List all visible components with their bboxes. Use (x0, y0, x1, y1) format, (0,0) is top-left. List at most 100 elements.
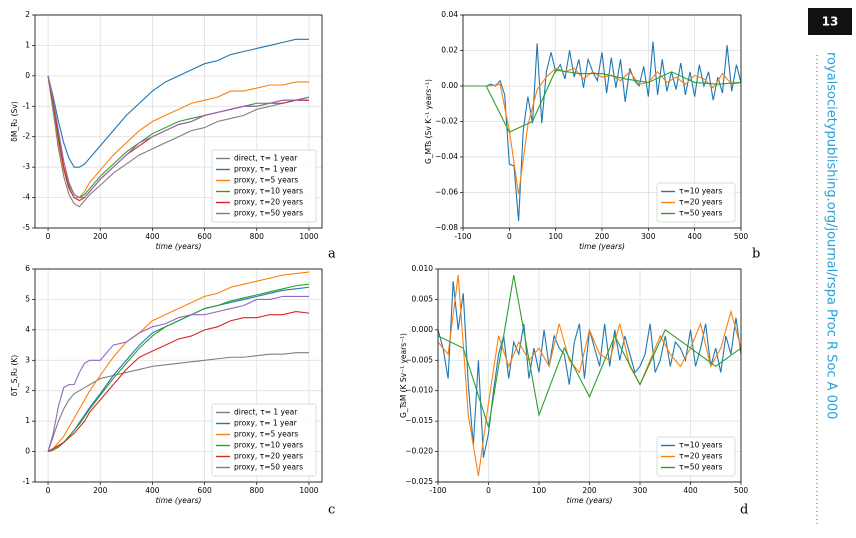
legend-label: proxy, τ=10 years (234, 441, 303, 450)
x-axis-label: time (years) (156, 496, 202, 505)
x-tick-label: 1000 (299, 486, 318, 495)
legend-label: proxy, τ=5 years (234, 430, 298, 439)
legend-label: direct, τ= 1 year (234, 408, 298, 417)
y-tick-label: -4 (23, 193, 31, 202)
legend-label: proxy, τ=5 years (234, 176, 298, 185)
y-tick-label: 1 (25, 416, 30, 425)
y-tick-label: −0.005 (405, 355, 433, 364)
y-tick-label: −0.04 (435, 152, 458, 161)
y-tick-label: 0.00 (441, 81, 458, 90)
plot-frame (34, 268, 323, 483)
series-line (463, 41, 742, 221)
x-tick-label: 300 (633, 486, 648, 495)
panel-label: a (328, 247, 336, 262)
x-tick-label: 600 (197, 232, 212, 241)
x-tick-label: 200 (93, 486, 108, 495)
y-tick-label: −0.02 (435, 117, 458, 126)
x-tick-label: 200 (582, 486, 597, 495)
x-tick-label: 100 (532, 486, 547, 495)
legend-label: τ=20 years (679, 452, 722, 461)
x-tick-label: 300 (641, 232, 656, 241)
x-tick-label: 200 (93, 232, 108, 241)
y-tick-label: 4 (25, 325, 30, 334)
running-header: royalsocietypublishing.org/journal/rspa … (824, 52, 839, 419)
legend-label: proxy, τ=10 years (234, 187, 303, 196)
legend-box (211, 149, 317, 223)
legend-label: proxy, τ=20 years (234, 198, 303, 207)
y-tick-label: 6 (25, 264, 30, 273)
x-axis-label: time (years) (156, 242, 202, 251)
y-tick-label: 0.010 (412, 264, 434, 273)
x-tick-label: 400 (688, 232, 703, 241)
y-tick-label: -3 (23, 162, 31, 171)
y-tick-label: 5 (25, 294, 30, 303)
legend-label: τ=50 years (679, 463, 722, 472)
series-line (463, 69, 742, 133)
y-tick-label: −0.08 (435, 223, 458, 232)
x-tick-label: 400 (145, 232, 160, 241)
y-tick-label: 0.000 (412, 325, 434, 334)
series-line (437, 274, 742, 428)
x-tick-label: 800 (250, 232, 265, 241)
panel-label: c (328, 503, 335, 518)
x-tick-label: 200 (595, 232, 610, 241)
legend-label: proxy, τ=50 years (234, 463, 303, 472)
series-line (47, 283, 310, 453)
x-tick-label: -100 (454, 232, 471, 241)
x-tick-label: 100 (549, 232, 564, 241)
series-line (47, 38, 309, 168)
panel-label: d (740, 503, 748, 518)
y-tick-label: -2 (23, 132, 31, 141)
plot-frame (34, 14, 323, 229)
y-tick-label: 2 (25, 386, 30, 395)
y-tick-label: −0.010 (405, 386, 433, 395)
x-tick-label: 0 (46, 486, 51, 495)
x-tick-label: 0 (46, 232, 51, 241)
series-line (463, 67, 742, 195)
legend-box (656, 436, 736, 477)
legend-label: τ=10 years (679, 187, 722, 196)
legend-label: proxy, τ= 1 year (234, 419, 298, 428)
x-tick-label: 500 (734, 486, 749, 495)
series-line (47, 75, 309, 208)
legend-label: direct, τ= 1 year (234, 154, 298, 163)
y-axis-label: G_MTs (Sv K⁻¹ years⁻¹) (424, 79, 433, 164)
y-axis-label: δM_R₂ (Sv) (10, 101, 19, 142)
y-tick-label: -1 (23, 477, 31, 486)
x-axis-label: time (years) (579, 242, 625, 251)
x-axis-label: time (years) (567, 496, 613, 505)
page-number-box (808, 8, 852, 35)
y-tick-label: 2 (25, 10, 30, 19)
legend-label: proxy, τ=20 years (234, 452, 303, 461)
x-tick-label: 400 (145, 486, 160, 495)
plot-frame (462, 14, 742, 229)
page-number: 13 (822, 15, 839, 29)
y-tick-label: 3 (25, 355, 30, 364)
y-tick-label: −0.020 (405, 447, 433, 456)
series-line (47, 352, 309, 452)
x-tick-label: 0 (507, 232, 512, 241)
y-tick-label: −0.06 (435, 188, 458, 197)
y-axis-label: δT_S,R₂ (K) (10, 355, 19, 397)
legend-label: τ=10 years (679, 441, 722, 450)
x-tick-label: -100 (429, 486, 446, 495)
x-tick-label: 400 (683, 486, 698, 495)
series-line (47, 75, 310, 199)
series-line (47, 311, 310, 453)
y-tick-label: 0 (25, 447, 30, 456)
x-tick-label: 600 (197, 486, 212, 495)
y-tick-label: 0.005 (412, 294, 434, 303)
legend-box (211, 403, 317, 477)
legend-label: τ=50 years (679, 209, 722, 218)
x-tick-label: 500 (734, 232, 749, 241)
y-tick-label: −0.015 (405, 416, 433, 425)
y-tick-label: 1 (25, 40, 30, 49)
y-tick-label: 0.02 (441, 46, 458, 55)
y-tick-label: 0 (25, 71, 30, 80)
legend-label: τ=20 years (679, 198, 722, 207)
x-tick-label: 800 (250, 486, 265, 495)
x-tick-label: 1000 (299, 232, 318, 241)
plot-frame (437, 268, 742, 483)
